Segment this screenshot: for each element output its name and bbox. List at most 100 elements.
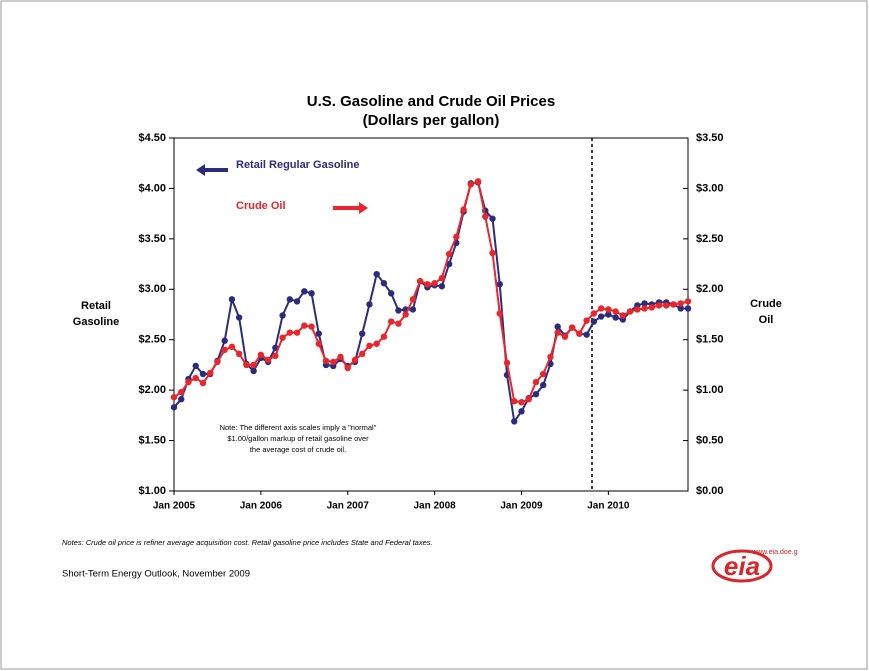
- data-point: [395, 320, 402, 327]
- data-point: [170, 404, 178, 411]
- data-point: [315, 330, 322, 337]
- legend-arrow: [333, 202, 368, 214]
- x-tick-label: Jan 2008: [413, 501, 456, 512]
- y2-axis-label: Oil: [759, 314, 774, 326]
- data-point: [387, 318, 395, 325]
- y2-tick-label: $2.50: [696, 233, 724, 245]
- logo: eia www.eia.doe.g: [711, 549, 798, 583]
- data-point: [532, 378, 540, 386]
- data-point: [576, 330, 583, 337]
- y-tick-label: $4.50: [138, 132, 166, 144]
- logo-text: eia: [724, 551, 760, 581]
- data-point: [511, 398, 518, 405]
- data-point: [684, 305, 692, 312]
- data-point: [431, 280, 438, 287]
- y-tick-label: $2.00: [138, 384, 166, 396]
- data-point: [583, 331, 590, 338]
- data-point: [518, 408, 525, 415]
- data-point: [337, 353, 344, 361]
- data-point: [250, 367, 257, 375]
- data-point: [677, 305, 684, 312]
- y-tick-label: $3.50: [138, 233, 166, 245]
- note-text: $1.00/gallon markup of retail gasoline o…: [227, 434, 369, 443]
- data-point: [460, 206, 467, 213]
- data-point: [250, 361, 257, 369]
- y-tick-label: $4.00: [138, 182, 166, 194]
- y2-tick-label: $3.00: [696, 182, 724, 194]
- data-point: [540, 381, 547, 389]
- footnote: Notes: Crude oil price is refiner averag…: [62, 538, 433, 547]
- legend-label: Retail Regular Gasoline: [236, 159, 359, 171]
- y2-axis-label: Crude: [750, 298, 782, 310]
- data-point: [655, 302, 663, 309]
- data-point: [641, 305, 648, 312]
- data-point: [554, 329, 561, 336]
- data-point: [351, 356, 359, 364]
- data-point: [518, 399, 525, 406]
- x-tick-label: Jan 2005: [153, 501, 196, 512]
- chart-subtitle: (Dollars per gallon): [363, 112, 500, 129]
- data-point: [264, 356, 272, 364]
- y2-tick-label: $1.00: [696, 384, 724, 396]
- data-point: [474, 178, 482, 185]
- data-point: [503, 359, 511, 367]
- data-point: [185, 378, 192, 386]
- data-point: [525, 396, 532, 403]
- data-point: [438, 274, 446, 282]
- data-point: [257, 351, 265, 359]
- data-point: [235, 314, 243, 321]
- data-point: [286, 329, 294, 336]
- data-point: [677, 300, 684, 307]
- data-point: [380, 333, 388, 340]
- data-point: [308, 323, 315, 330]
- data-point: [496, 281, 503, 288]
- data-point: [322, 357, 330, 365]
- data-point: [373, 270, 380, 278]
- data-point: [293, 329, 301, 336]
- source: Short-Term Energy Outlook, November 2009: [62, 569, 250, 580]
- y-axis-label: Gasoline: [73, 316, 119, 328]
- data-point: [199, 370, 207, 378]
- data-point: [344, 364, 351, 372]
- data-point: [293, 298, 301, 305]
- chart-title: U.S. Gasoline and Crude Oil Prices: [307, 93, 555, 110]
- y-axis-label: Retail: [81, 300, 111, 312]
- data-point: [395, 307, 402, 314]
- data-point: [670, 301, 677, 308]
- data-point: [489, 249, 496, 257]
- data-point: [547, 353, 554, 361]
- data-point: [170, 394, 178, 401]
- data-point: [221, 337, 228, 344]
- data-point: [467, 181, 475, 188]
- data-point: [445, 250, 453, 258]
- data-point: [192, 362, 199, 370]
- logo-url: www.eia.doe.g: [751, 549, 798, 556]
- data-point: [279, 334, 286, 341]
- data-point: [380, 280, 388, 287]
- data-point: [438, 283, 446, 290]
- y-tick-label: $3.00: [138, 283, 166, 295]
- data-point: [619, 312, 627, 319]
- data-point: [272, 352, 279, 360]
- data-point: [286, 296, 294, 303]
- data-point: [568, 324, 576, 331]
- legend-label: Crude Oil: [236, 200, 286, 212]
- data-point: [409, 296, 417, 303]
- y2-tick-label: $3.50: [696, 132, 724, 144]
- data-point: [243, 361, 250, 369]
- data-point: [532, 390, 540, 398]
- data-point: [511, 418, 518, 425]
- y2-tick-label: $2.00: [696, 283, 724, 295]
- data-point: [178, 396, 185, 403]
- y2-tick-label: $0.50: [696, 434, 724, 446]
- legend-arrow: [196, 164, 228, 176]
- x-tick-label: Jan 2010: [587, 501, 630, 512]
- y2-tick-label: $1.50: [696, 334, 724, 346]
- data-point: [178, 388, 185, 396]
- data-point: [214, 358, 221, 366]
- data-point: [597, 305, 605, 312]
- data-point: [228, 296, 236, 303]
- logo-swoosh: [711, 549, 773, 583]
- data-point: [301, 322, 308, 329]
- data-point: [359, 350, 366, 358]
